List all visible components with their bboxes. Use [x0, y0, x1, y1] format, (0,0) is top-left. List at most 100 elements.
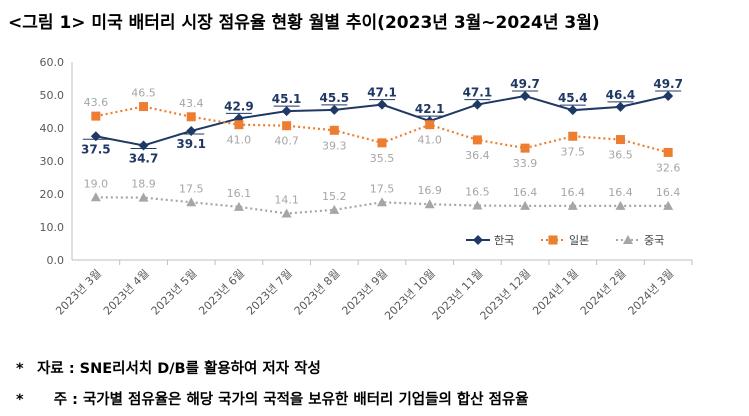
- data-label: 43.4: [179, 97, 204, 110]
- data-label: 17.5: [370, 182, 395, 195]
- data-label: 19.0: [84, 177, 109, 190]
- data-point: [138, 192, 149, 202]
- x-tick-label: 2023년 8월: [292, 267, 343, 318]
- legend-label: 일본: [569, 233, 589, 247]
- x-tick-label: 2023년 7월: [244, 267, 295, 318]
- note-mark: *: [16, 361, 24, 377]
- data-label: 16.4: [656, 186, 681, 199]
- data-label: 35.5: [370, 152, 395, 165]
- data-label: 16.9: [417, 184, 442, 197]
- x-tick-label: 2023년 5월: [149, 267, 200, 318]
- x-tick-label: 2023년 12월: [478, 267, 534, 323]
- legend-marker: [548, 235, 558, 245]
- x-tick-label: 2024년 3월: [626, 267, 677, 318]
- data-label: 18.9: [131, 178, 156, 191]
- data-label: 14.1: [274, 193, 299, 206]
- data-point: [615, 101, 626, 112]
- data-point: [139, 102, 149, 112]
- data-point: [233, 201, 244, 211]
- data-labels: 37.5 34.7 39.1 42.9 45.1 45.5 47.1 42.1 47.1 49.7…: [81, 77, 683, 206]
- data-label: 36.5: [608, 149, 633, 162]
- legend-label: 한국: [494, 234, 514, 247]
- note-text: : 국가별 점유율은 해당 국가의 국적을 보유한 배터리 기업들의 합산 점유…: [72, 392, 529, 408]
- page-title: <그림 1> 미국 배터리 시장 점유율 현황 월별 추이(2023년 3월~2…: [8, 13, 600, 33]
- data-label: 16.4: [608, 186, 633, 199]
- note-label: 주: [53, 392, 68, 408]
- data-label: 49.7: [653, 77, 683, 91]
- x-tick-label: 2024년 1월: [530, 267, 581, 318]
- data-point: [615, 135, 625, 145]
- note-label: 자료: [37, 361, 64, 377]
- data-point: [282, 121, 292, 131]
- data-point: [520, 90, 531, 101]
- data-label: 42.1: [415, 102, 445, 116]
- data-point: [425, 120, 435, 130]
- y-tick-label: 30.0: [40, 155, 65, 168]
- x-tick-label: 2023년 4월: [101, 267, 152, 318]
- data-point: [90, 192, 101, 202]
- data-point: [281, 106, 292, 117]
- data-point: [472, 135, 482, 145]
- data-label: 42.9: [224, 99, 254, 113]
- data-label: 41.0: [417, 134, 442, 147]
- x-tick-label: 2024년 2월: [578, 267, 629, 318]
- data-point: [520, 200, 531, 210]
- data-point: [329, 104, 340, 115]
- data-point: [91, 111, 101, 121]
- chart-notes: * 자료 : SNE리서치 D/B를 활용하여 저자 작성 * 주 : 국가별 …: [16, 354, 529, 416]
- legend-label: 중국: [644, 234, 664, 247]
- y-tick-label: 10.0: [40, 221, 65, 234]
- data-point: [663, 200, 674, 210]
- data-point: [568, 131, 578, 141]
- data-point: [615, 200, 626, 210]
- x-tick-label: 2023년 6월: [196, 267, 247, 318]
- x-tick-label: 2023년 3월: [53, 267, 104, 318]
- data-label: 37.5: [81, 142, 111, 156]
- series-layer: [90, 90, 674, 218]
- data-point: [234, 120, 244, 130]
- data-point: [281, 208, 292, 218]
- data-label: 36.4: [465, 149, 490, 162]
- data-label: 47.1: [367, 86, 397, 100]
- y-tick-label: 40.0: [40, 122, 65, 135]
- data-label: 37.5: [561, 145, 586, 158]
- legend-marker: [473, 235, 483, 245]
- data-label: 49.7: [510, 77, 540, 91]
- note-remark: * 주 : 국가별 점유율은 해당 국가의 국적을 보유한 배터리 기업들의 합…: [16, 385, 529, 416]
- data-label: 41.0: [227, 134, 252, 147]
- note-source: * 자료 : SNE리서치 D/B를 활용하여 저자 작성: [16, 354, 529, 385]
- data-label: 15.2: [322, 190, 347, 203]
- data-point: [567, 105, 578, 116]
- data-point: [663, 147, 673, 157]
- data-point: [186, 197, 197, 207]
- data-point: [472, 99, 483, 110]
- data-label: 39.3: [322, 139, 347, 152]
- data-label: 16.1: [227, 187, 252, 200]
- data-point: [472, 200, 483, 210]
- data-label: 34.7: [129, 151, 159, 165]
- data-label: 43.6: [84, 96, 109, 109]
- data-point: [138, 140, 149, 151]
- y-tick-label: 60.0: [40, 56, 65, 69]
- data-point: [377, 138, 387, 148]
- data-label: 47.1: [463, 86, 493, 100]
- data-point: [424, 199, 435, 209]
- data-label: 39.1: [176, 137, 206, 151]
- data-label: 17.5: [179, 182, 204, 195]
- data-label: 16.4: [513, 186, 538, 199]
- data-label: 16.4: [561, 186, 586, 199]
- note-mark: *: [16, 392, 24, 408]
- data-label: 45.1: [272, 92, 302, 106]
- legend-marker: [623, 235, 633, 244]
- data-point: [567, 200, 578, 210]
- note-text: : SNE리서치 D/B를 활용하여 저자 작성: [68, 361, 321, 377]
- data-point: [329, 125, 339, 135]
- data-label: 45.5: [320, 91, 350, 105]
- legend: 한국 일본 중국: [466, 233, 664, 247]
- x-tick-label: 2023년 9월: [339, 267, 390, 318]
- data-label: 16.5: [465, 186, 490, 199]
- data-point: [329, 204, 340, 214]
- data-label: 45.4: [558, 91, 588, 105]
- data-point: [520, 143, 530, 153]
